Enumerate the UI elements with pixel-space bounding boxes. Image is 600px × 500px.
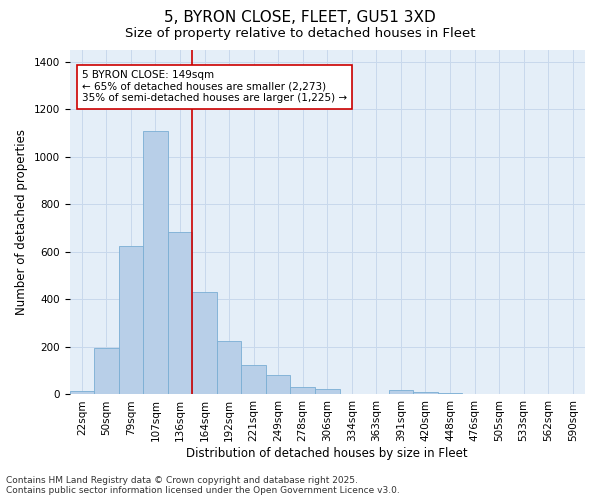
Bar: [70, 391, 94, 394]
Bar: [389, 390, 413, 394]
Y-axis label: Number of detached properties: Number of detached properties: [15, 129, 28, 315]
Bar: [266, 376, 290, 394]
Bar: [241, 365, 266, 394]
Text: Contains HM Land Registry data © Crown copyright and database right 2025.
Contai: Contains HM Land Registry data © Crown c…: [6, 476, 400, 495]
Bar: [94, 348, 119, 395]
Bar: [119, 246, 143, 394]
Bar: [290, 388, 315, 394]
X-axis label: Distribution of detached houses by size in Fleet: Distribution of detached houses by size …: [187, 447, 468, 460]
Bar: [192, 292, 217, 394]
Bar: [143, 131, 168, 394]
Text: Size of property relative to detached houses in Fleet: Size of property relative to detached ho…: [125, 28, 475, 40]
Bar: [315, 388, 340, 394]
Bar: [217, 341, 241, 394]
Bar: [413, 392, 438, 394]
Text: 5 BYRON CLOSE: 149sqm
← 65% of detached houses are smaller (2,273)
35% of semi-d: 5 BYRON CLOSE: 149sqm ← 65% of detached …: [82, 70, 347, 103]
Text: 5, BYRON CLOSE, FLEET, GU51 3XD: 5, BYRON CLOSE, FLEET, GU51 3XD: [164, 10, 436, 25]
Bar: [168, 232, 192, 394]
